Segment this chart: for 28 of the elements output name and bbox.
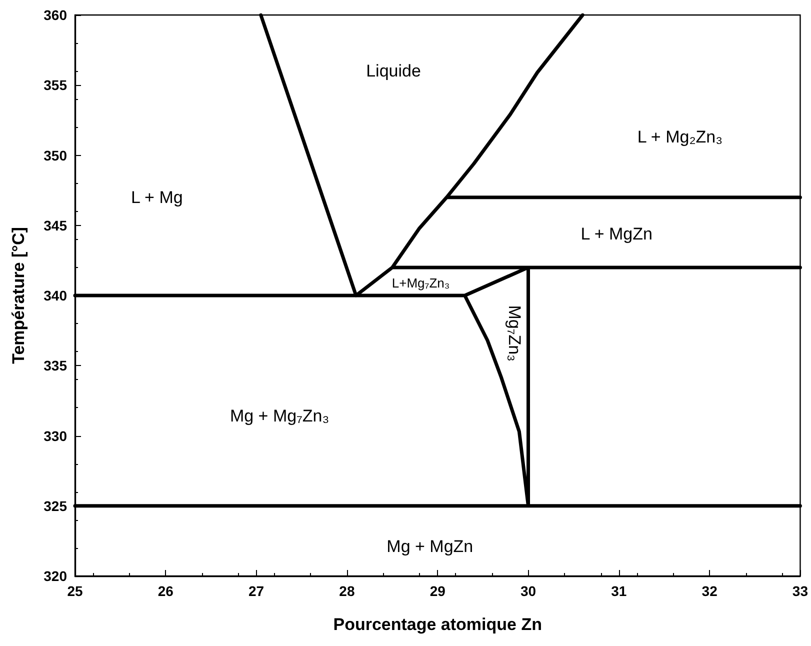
annotation: Mg + Mg₇Zn₃ xyxy=(230,406,330,426)
annotation: L + Mg xyxy=(130,188,183,207)
x-tick-label: 25 xyxy=(67,583,83,599)
x-tick-label: 28 xyxy=(339,583,355,599)
y-tick-label: 320 xyxy=(44,568,68,584)
annotation: L + Mg₂Zn₃ xyxy=(637,128,723,147)
x-tick-label: 32 xyxy=(702,583,718,599)
annotation: Mg + MgZn xyxy=(386,537,474,556)
x-tick-label: 30 xyxy=(520,583,536,599)
y-tick-label: 355 xyxy=(44,77,68,94)
annotation: L + MgZn xyxy=(580,224,652,244)
annotation: Liquide xyxy=(366,62,421,81)
x-tick-label: 27 xyxy=(248,583,264,599)
x-tick-label: 29 xyxy=(430,583,446,599)
annotation: L+Mg₇Zn₃ xyxy=(392,275,450,290)
x-tick-label: 26 xyxy=(158,583,174,599)
x-axis-title: Pourcentage atomique Zn xyxy=(333,615,542,634)
y-tick-label: 350 xyxy=(44,147,68,164)
y-tick-label: 340 xyxy=(44,288,68,304)
y-axis-title: Température [°C] xyxy=(9,227,28,364)
annotation: Mg₇Zn₃ xyxy=(505,305,524,362)
y-tick-label: 335 xyxy=(44,358,68,374)
x-tick-label: 33 xyxy=(792,583,808,599)
y-tick-label: 360 xyxy=(44,7,68,23)
y-tick-label: 325 xyxy=(44,498,68,514)
y-tick-label: 330 xyxy=(44,428,68,444)
x-tick-label: 31 xyxy=(611,583,627,599)
y-tick-label: 345 xyxy=(44,217,68,234)
